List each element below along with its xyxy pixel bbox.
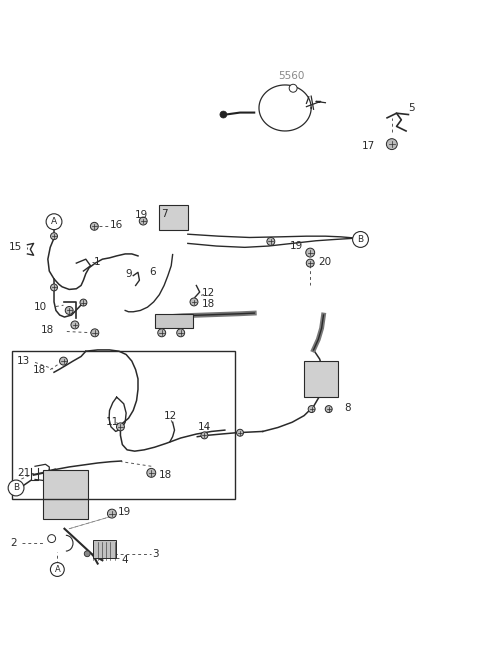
Text: 17: 17 <box>362 141 375 151</box>
Text: 18: 18 <box>33 365 46 375</box>
Text: 10: 10 <box>34 302 47 312</box>
Circle shape <box>267 237 275 245</box>
Text: A: A <box>54 565 60 574</box>
Text: 9: 9 <box>125 269 132 279</box>
Text: 2: 2 <box>10 538 16 548</box>
Bar <box>159 205 188 229</box>
Circle shape <box>50 284 58 291</box>
Text: B: B <box>13 483 19 493</box>
Text: 19: 19 <box>290 241 303 251</box>
Circle shape <box>158 329 166 337</box>
Circle shape <box>84 551 90 557</box>
Text: 3: 3 <box>152 549 159 559</box>
Text: 11: 11 <box>106 417 120 427</box>
Circle shape <box>117 423 124 431</box>
Text: 13: 13 <box>17 356 30 366</box>
Circle shape <box>306 248 315 257</box>
Text: 5560: 5560 <box>278 72 304 82</box>
Circle shape <box>60 357 68 365</box>
Circle shape <box>177 329 185 337</box>
Bar <box>155 314 192 328</box>
Circle shape <box>80 299 87 306</box>
Circle shape <box>289 84 297 92</box>
Circle shape <box>325 406 332 412</box>
Circle shape <box>71 321 79 329</box>
Circle shape <box>308 406 315 412</box>
Circle shape <box>201 432 208 439</box>
Circle shape <box>8 480 24 496</box>
Text: 15: 15 <box>9 243 22 253</box>
Bar <box>43 469 88 519</box>
Text: 19: 19 <box>135 210 148 220</box>
Text: A: A <box>51 217 57 226</box>
Text: B: B <box>358 235 363 244</box>
Text: 4: 4 <box>121 556 128 566</box>
Circle shape <box>306 259 314 267</box>
Text: 18: 18 <box>202 299 216 309</box>
Circle shape <box>237 429 243 436</box>
Text: 1: 1 <box>94 257 100 267</box>
Circle shape <box>386 139 397 150</box>
Circle shape <box>91 329 99 337</box>
Text: 8: 8 <box>344 402 351 413</box>
Text: 14: 14 <box>198 422 212 432</box>
Text: 12: 12 <box>202 288 216 298</box>
Text: 20: 20 <box>318 257 331 267</box>
Circle shape <box>65 306 73 314</box>
Bar <box>93 540 116 558</box>
Text: 12: 12 <box>164 410 177 420</box>
Circle shape <box>108 509 116 518</box>
Text: 6: 6 <box>149 267 156 277</box>
Text: 18: 18 <box>158 470 172 480</box>
Bar <box>12 351 235 499</box>
Text: 16: 16 <box>110 220 123 230</box>
Circle shape <box>50 233 58 239</box>
Bar <box>304 361 338 397</box>
Text: 18: 18 <box>41 325 54 335</box>
Text: 7: 7 <box>161 210 168 219</box>
Circle shape <box>190 298 198 306</box>
Circle shape <box>139 217 147 225</box>
Circle shape <box>48 534 56 542</box>
Circle shape <box>147 468 156 477</box>
Text: 19: 19 <box>118 507 131 516</box>
Circle shape <box>46 213 62 229</box>
Circle shape <box>50 562 64 576</box>
Circle shape <box>220 111 227 118</box>
Text: 21: 21 <box>17 468 30 478</box>
Circle shape <box>90 222 98 230</box>
Circle shape <box>353 231 369 247</box>
Text: 5: 5 <box>408 103 415 113</box>
